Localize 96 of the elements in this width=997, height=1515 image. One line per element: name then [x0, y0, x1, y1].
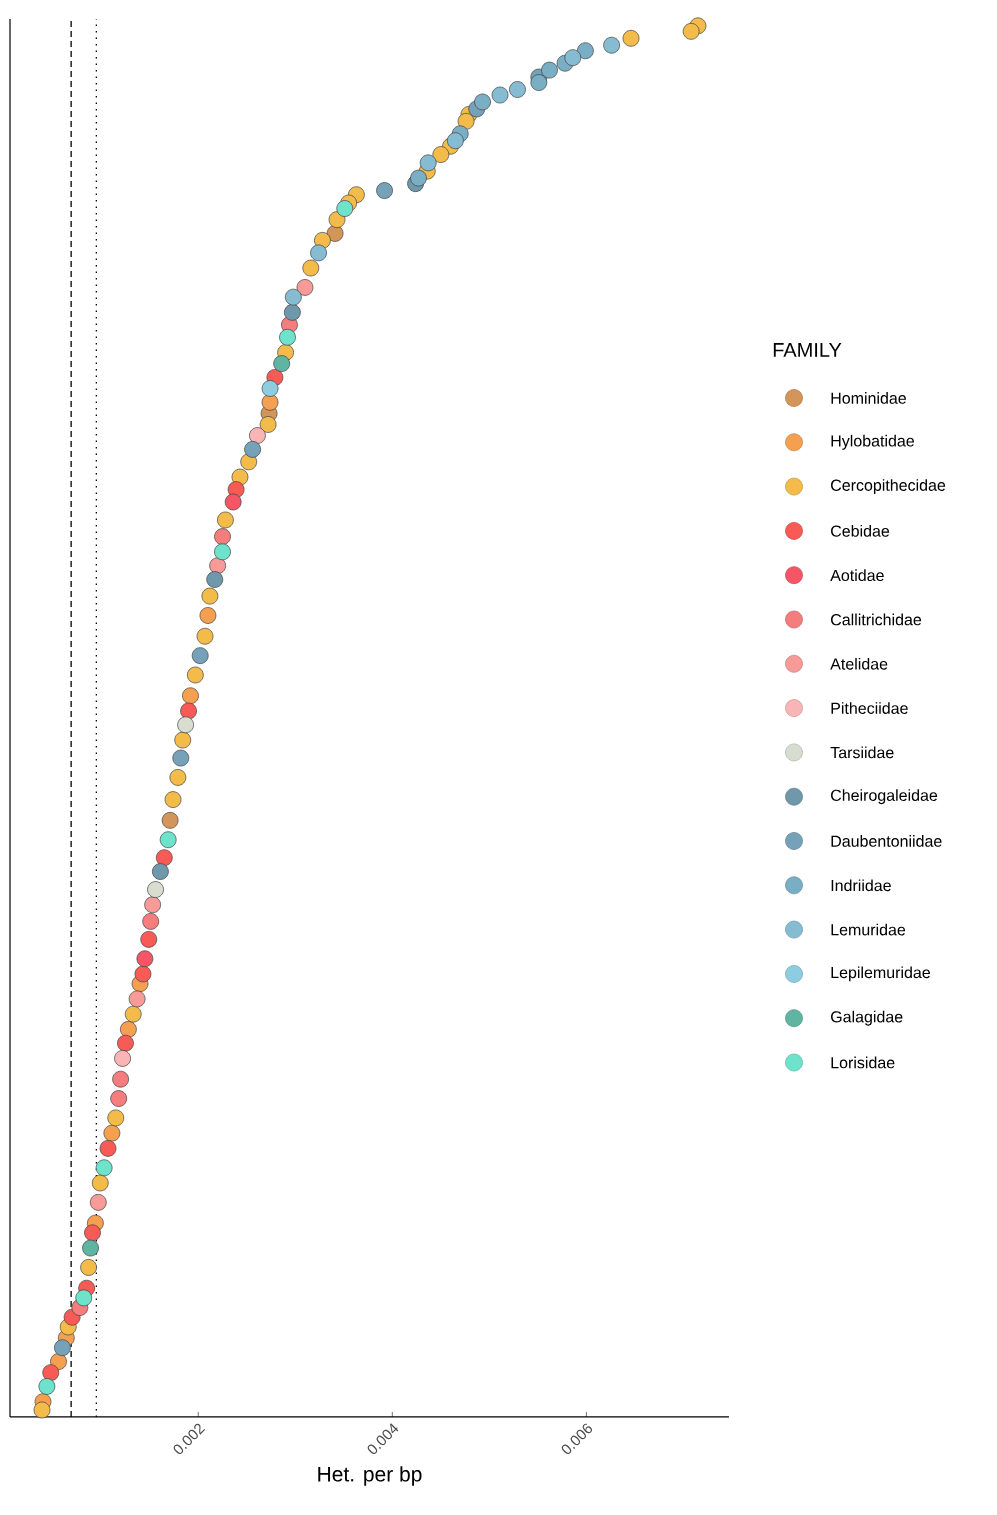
legend-label: Cheirogaleidae	[831, 789, 938, 805]
point	[42, 1364, 60, 1381]
point	[296, 279, 314, 296]
point	[302, 259, 320, 277]
point	[134, 965, 152, 983]
legend-label: Pitheciidae	[831, 702, 908, 714]
point	[107, 1109, 125, 1127]
point	[99, 1140, 117, 1157]
legend-label: Atelidae	[830, 657, 888, 670]
point	[214, 543, 231, 561]
point	[112, 1070, 129, 1088]
point	[191, 647, 209, 664]
point	[432, 146, 450, 163]
point	[530, 74, 548, 91]
point	[120, 1021, 137, 1038]
point	[564, 49, 582, 67]
legend-title: FAMILY	[773, 343, 842, 357]
point	[419, 154, 437, 172]
point	[284, 288, 302, 306]
point	[89, 1194, 107, 1211]
point	[447, 132, 464, 150]
legend-label: Indriidae	[831, 879, 891, 892]
point	[217, 511, 234, 529]
point	[273, 355, 291, 372]
legend-label: Lorisidae	[831, 1056, 895, 1069]
point	[152, 863, 169, 880]
point	[164, 791, 182, 808]
point	[172, 749, 190, 767]
point	[410, 169, 427, 187]
legend-label: Lepilemuridae	[831, 966, 930, 982]
point	[196, 627, 214, 645]
point	[509, 81, 526, 98]
point	[180, 702, 197, 720]
point	[144, 896, 161, 914]
legend-label: Cebidae	[831, 525, 890, 537]
point	[244, 441, 261, 458]
point	[103, 1124, 121, 1142]
point	[84, 1224, 101, 1242]
point	[54, 1339, 71, 1357]
point	[336, 200, 354, 217]
point	[136, 950, 154, 968]
point	[95, 1159, 113, 1177]
point	[214, 528, 231, 545]
point	[75, 1289, 93, 1307]
point	[474, 93, 491, 111]
point	[140, 931, 158, 948]
point	[622, 29, 640, 47]
point	[80, 1259, 97, 1276]
point	[259, 416, 277, 433]
legend-label: Aotidae	[830, 569, 884, 582]
legend-label: Galagidae	[831, 1010, 903, 1026]
legend-label: Hominidae	[831, 392, 906, 404]
point	[284, 304, 301, 321]
point	[142, 913, 160, 930]
point	[206, 571, 224, 588]
point	[328, 211, 346, 228]
legend-label: Cercopithecidae	[831, 479, 946, 495]
point	[603, 36, 620, 54]
point	[224, 493, 242, 511]
point	[249, 427, 266, 444]
point	[201, 587, 219, 605]
point	[682, 23, 700, 40]
legend-label: Daubentoniidae	[831, 835, 942, 847]
x-axis-title: Het. per bp	[318, 1466, 422, 1486]
point	[110, 1090, 128, 1107]
legend-label: Tarsiidae	[830, 746, 894, 759]
point	[182, 687, 199, 705]
point	[117, 1034, 134, 1052]
point	[541, 61, 558, 79]
point	[279, 328, 296, 346]
point	[91, 1174, 109, 1192]
point	[114, 1050, 131, 1067]
point	[376, 182, 393, 199]
point	[310, 244, 327, 262]
point	[261, 380, 279, 397]
point	[491, 86, 509, 104]
point	[128, 990, 146, 1008]
point	[33, 1401, 51, 1419]
point	[147, 881, 164, 898]
point	[186, 666, 204, 684]
point	[38, 1378, 56, 1395]
point	[177, 716, 194, 734]
point	[577, 42, 594, 60]
point	[174, 731, 192, 749]
point	[199, 607, 217, 624]
point	[457, 112, 475, 130]
legend-label: Hylobatidae	[831, 434, 914, 450]
point	[169, 769, 187, 786]
point	[124, 1005, 142, 1023]
legend-label: Callitrichidae	[831, 613, 922, 626]
point	[82, 1239, 99, 1257]
point	[161, 811, 179, 829]
point	[155, 849, 173, 867]
point	[261, 393, 279, 411]
legend-label: Lemuridae	[831, 923, 906, 936]
point	[159, 831, 177, 849]
